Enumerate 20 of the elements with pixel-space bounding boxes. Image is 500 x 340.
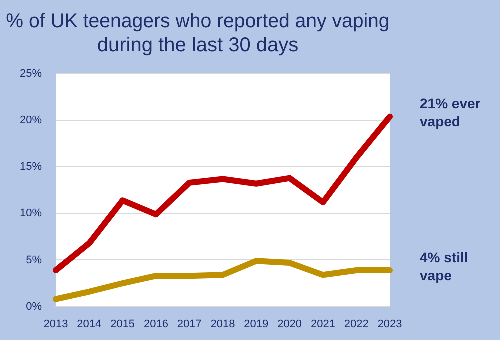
- text: 4% still vape: [420, 249, 468, 284]
- x-tick-label: 2018: [210, 318, 236, 330]
- x-tick-label: 2020: [278, 318, 302, 330]
- x-tick-label: 2014: [77, 318, 102, 330]
- text: 21% ever vaped: [420, 96, 482, 130]
- y-tick-label: 5%: [26, 254, 42, 266]
- x-tick-label: 2013: [44, 318, 68, 330]
- chart-title: % of UK teenagers who reported any vaping during the last 30 days: [6, 10, 390, 57]
- x-tick-label: 2022: [344, 318, 369, 330]
- x-tick-label: 2015: [110, 318, 136, 330]
- y-tick-label: 20%: [20, 114, 42, 127]
- x-tick-label: 2016: [144, 318, 168, 330]
- y-tick-label: 15%: [20, 161, 42, 174]
- y-tick-label: 25%: [20, 68, 42, 80]
- y-tick-label: 10%: [20, 208, 42, 220]
- x-tick-label: 2023: [378, 318, 402, 330]
- x-tick-label: 2019: [244, 318, 269, 330]
- x-tick-label: 2017: [177, 318, 202, 330]
- x-tick-label: 2021: [310, 318, 336, 330]
- y-tick-label: 0%: [26, 300, 42, 313]
